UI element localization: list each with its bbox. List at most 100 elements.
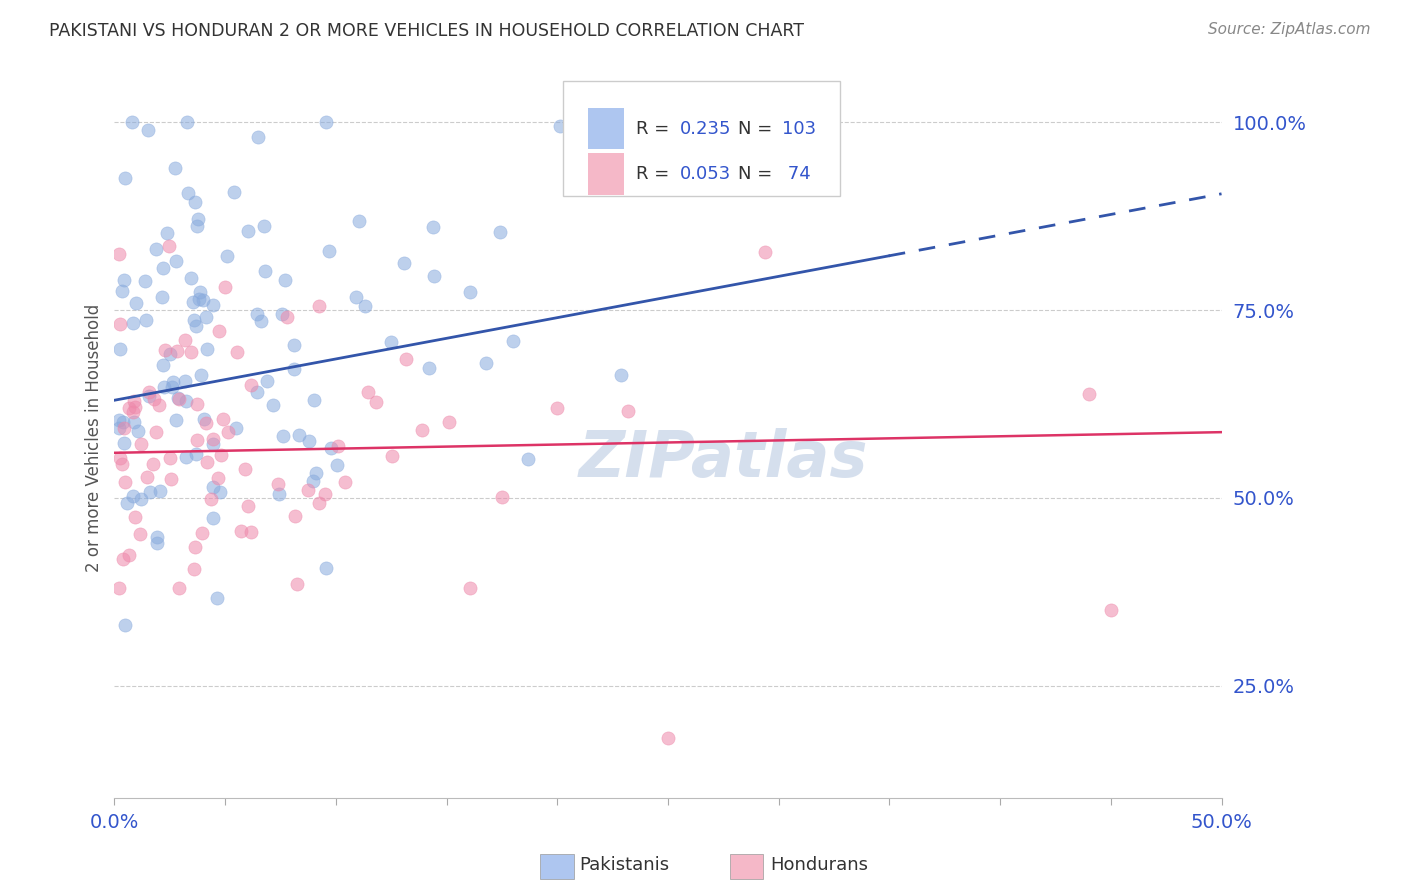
Point xyxy=(225,421,247,435)
Point xyxy=(207,471,229,485)
Point xyxy=(308,496,330,510)
Point xyxy=(167,391,190,405)
Point xyxy=(298,434,321,449)
Point xyxy=(143,392,166,406)
Point xyxy=(152,261,174,276)
Point xyxy=(458,285,481,300)
Point xyxy=(183,562,205,576)
Point xyxy=(212,412,235,426)
Point xyxy=(254,264,277,278)
Point xyxy=(134,274,156,288)
Point xyxy=(193,412,215,426)
Point xyxy=(188,285,211,299)
Point xyxy=(288,428,311,442)
Point xyxy=(205,591,228,605)
Point xyxy=(754,244,776,259)
Point xyxy=(183,295,205,310)
Point xyxy=(344,290,367,304)
Point xyxy=(142,457,165,471)
Point xyxy=(548,119,571,133)
Point xyxy=(177,186,200,201)
Point xyxy=(256,374,278,388)
Point xyxy=(124,296,146,310)
Point xyxy=(271,307,294,321)
Point xyxy=(491,490,513,504)
Point xyxy=(283,362,305,376)
Point xyxy=(111,284,134,298)
Point xyxy=(315,561,337,575)
Point xyxy=(657,731,679,745)
Point xyxy=(195,343,218,357)
Point xyxy=(356,385,378,400)
Point xyxy=(174,450,197,465)
Point xyxy=(117,496,139,510)
Point xyxy=(108,581,131,595)
Point xyxy=(301,474,323,488)
Point xyxy=(157,239,180,253)
Point xyxy=(186,319,208,334)
Point xyxy=(318,244,340,258)
Point xyxy=(155,343,177,357)
Point xyxy=(183,195,205,210)
Point xyxy=(183,540,205,554)
Point xyxy=(208,325,231,339)
Point xyxy=(150,290,173,304)
FancyBboxPatch shape xyxy=(562,81,839,196)
Point xyxy=(314,487,336,501)
Point xyxy=(108,247,131,261)
Text: 0.053: 0.053 xyxy=(681,165,731,183)
Point xyxy=(247,130,270,145)
Point xyxy=(112,415,135,429)
Point xyxy=(516,452,538,467)
Point xyxy=(183,312,205,326)
Point xyxy=(112,273,135,287)
Point xyxy=(347,214,370,228)
Text: 0.235: 0.235 xyxy=(681,120,731,137)
Point xyxy=(236,499,259,513)
Point xyxy=(202,479,225,493)
Point xyxy=(297,483,319,498)
Point xyxy=(114,618,136,632)
Point xyxy=(333,475,356,489)
Point xyxy=(188,292,211,306)
Point xyxy=(380,335,402,350)
Point xyxy=(195,455,218,469)
Text: Hondurans: Hondurans xyxy=(770,856,869,874)
Point xyxy=(114,475,136,490)
FancyBboxPatch shape xyxy=(588,153,624,194)
Point xyxy=(122,415,145,429)
Text: Source: ZipAtlas.com: Source: ZipAtlas.com xyxy=(1208,22,1371,37)
Point xyxy=(200,491,222,506)
Point xyxy=(284,508,307,523)
Point xyxy=(194,416,217,430)
Point xyxy=(267,487,290,501)
Point xyxy=(118,401,141,415)
Point xyxy=(422,269,444,284)
Point xyxy=(395,352,418,367)
Text: 74: 74 xyxy=(782,165,811,183)
Point xyxy=(308,299,330,313)
Point xyxy=(304,466,326,480)
Point xyxy=(180,271,202,285)
Point xyxy=(129,491,152,506)
Point xyxy=(174,374,197,388)
Point xyxy=(315,115,337,129)
Point xyxy=(148,398,170,412)
Point xyxy=(108,450,131,465)
Point xyxy=(186,219,208,234)
Point xyxy=(160,472,183,486)
FancyBboxPatch shape xyxy=(588,108,624,149)
Y-axis label: 2 or more Vehicles in Household: 2 or more Vehicles in Household xyxy=(86,303,103,572)
Point xyxy=(271,429,294,443)
Point xyxy=(167,581,190,595)
Point xyxy=(146,530,169,544)
Point xyxy=(174,394,197,409)
Point xyxy=(354,299,377,313)
Point xyxy=(276,310,298,324)
Point xyxy=(148,483,170,498)
Point xyxy=(139,485,162,500)
Point xyxy=(201,432,224,446)
Point xyxy=(145,425,167,439)
Point xyxy=(180,344,202,359)
Point xyxy=(187,212,209,227)
